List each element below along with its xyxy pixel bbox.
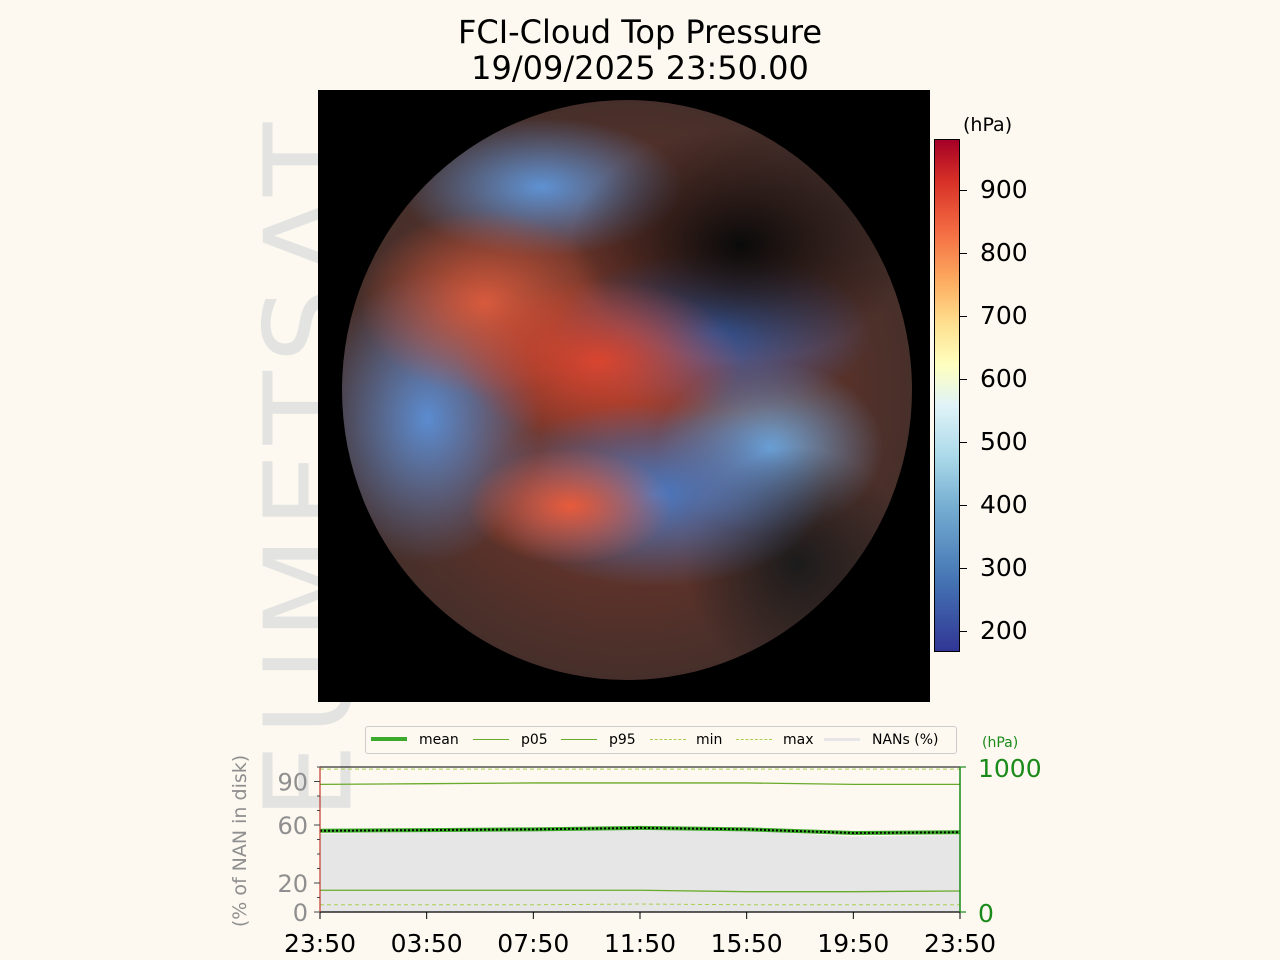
right-tick-label: 1000	[978, 754, 1042, 783]
colorbar-tick-label: 400	[980, 490, 1028, 519]
legend-label-min: min	[696, 732, 723, 748]
title-line-1: FCI-Cloud Top Pressure	[457, 13, 823, 51]
legend-swatch-nan	[824, 738, 860, 741]
legend-label-mean: mean	[419, 732, 459, 748]
colorbar-tick-label: 200	[980, 616, 1028, 645]
colorbar-tick	[960, 568, 967, 569]
legend-swatch-max	[736, 739, 772, 740]
x-tick-label: 07:50	[497, 929, 569, 958]
right-axis-unit: (hPa)	[982, 735, 1019, 751]
right-tick-label: 0	[978, 899, 994, 928]
left-tick-label: 90	[277, 769, 308, 797]
legend-label-max: max	[783, 732, 814, 748]
colorbar-tick-label: 800	[980, 238, 1028, 267]
nan-area	[320, 827, 960, 912]
x-tick-label: 03:50	[391, 929, 463, 958]
legend-swatch-p95	[561, 739, 597, 740]
colorbar-tick-label: 700	[980, 301, 1028, 330]
colorbar-tick	[960, 253, 967, 254]
colorbar-tick	[960, 379, 967, 380]
colorbar-unit: (hPa)	[963, 114, 1013, 136]
legend-swatch-mean	[371, 737, 407, 741]
colorbar-tick	[960, 190, 967, 191]
series-line-min	[320, 903, 960, 906]
colorbar-tick	[960, 316, 967, 317]
colorbar-tick-label: 600	[980, 364, 1028, 393]
legend: mean p05 p95 min max NANs (%)	[365, 726, 957, 754]
x-tick-label: 19:50	[817, 929, 889, 958]
legend-label-nan: NANs (%)	[872, 732, 939, 748]
left-tick-label: 0	[293, 899, 308, 927]
left-tick-label: 20	[277, 870, 308, 898]
x-tick-label: 15:50	[711, 929, 783, 958]
chart-title: FCI-Cloud Top Pressure 19/09/2025 23:50.…	[340, 14, 940, 86]
colorbar-tick-label: 500	[980, 427, 1028, 456]
legend-label-p05: p05	[521, 732, 548, 748]
colorbar-tick	[960, 505, 967, 506]
colorbar-tick-label: 900	[980, 175, 1028, 204]
x-tick-label: 23:50	[284, 929, 356, 958]
series-line-mean-dots	[319, 826, 961, 834]
series-line-p05	[320, 889, 961, 893]
x-tick-label: 11:50	[604, 929, 676, 958]
earth-disk-image	[342, 100, 912, 680]
legend-label-p95: p95	[609, 732, 636, 748]
colorbar	[934, 139, 960, 652]
colorbar-tick	[960, 442, 967, 443]
title-line-2: 19/09/2025 23:50.00	[471, 49, 809, 87]
series-line-p95	[319, 782, 960, 786]
legend-swatch-min	[650, 739, 686, 740]
left-tick-label: 60	[277, 812, 308, 840]
x-tick-label: 23:50	[924, 929, 996, 958]
colorbar-tick-label: 300	[980, 553, 1028, 582]
legend-swatch-p05	[473, 739, 509, 740]
colorbar-tick	[960, 631, 967, 632]
